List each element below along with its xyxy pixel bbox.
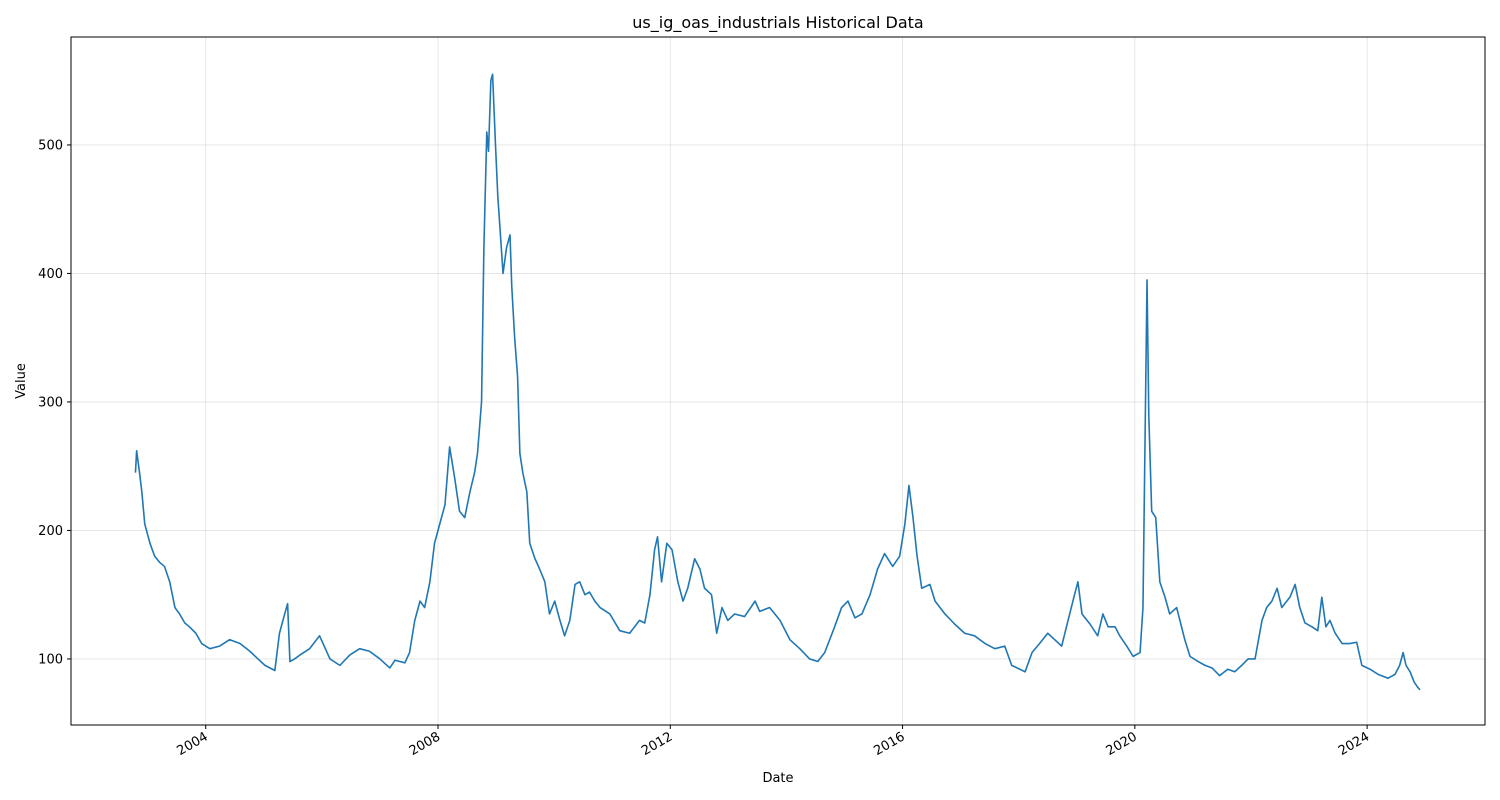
x-axis-label: Date <box>762 771 793 786</box>
y-tick-label: 400 <box>38 267 63 282</box>
plot-frame <box>70 36 1486 726</box>
y-tick-label: 200 <box>38 524 63 539</box>
y-tick-label: 100 <box>38 652 63 667</box>
chart-title: us_ig_oas_industrials Historical Data <box>632 13 923 33</box>
y-tick-label: 500 <box>38 138 63 153</box>
y-axis-label: Value <box>14 363 29 399</box>
data-line <box>134 73 1421 691</box>
y-tick-label: 300 <box>38 395 63 410</box>
